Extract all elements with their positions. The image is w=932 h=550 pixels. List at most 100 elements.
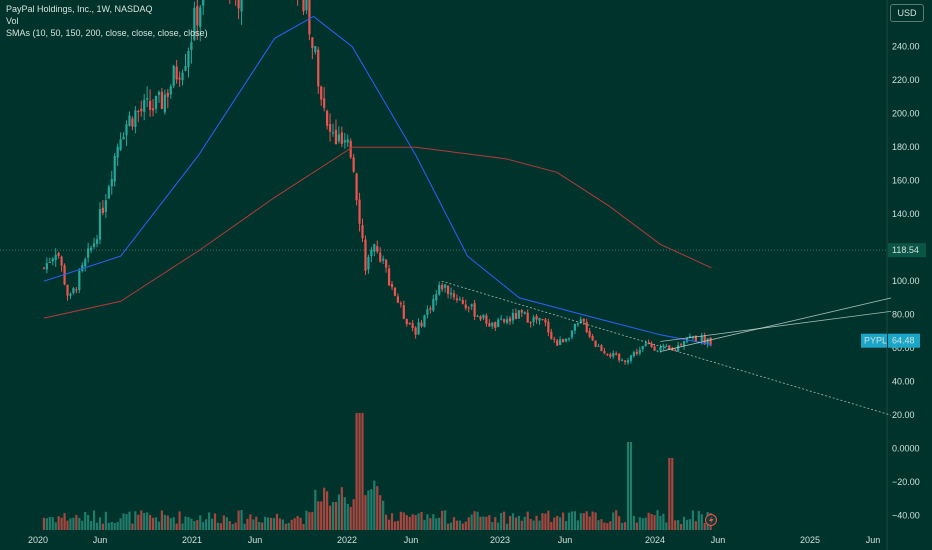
volume-bar <box>685 519 689 530</box>
candle-body <box>237 0 240 9</box>
volume-bar <box>444 510 447 530</box>
candle-body <box>393 287 397 296</box>
volume-bar <box>609 521 612 530</box>
volume-bar <box>550 521 553 530</box>
ticker-tag <box>861 333 887 348</box>
volume-bar <box>438 517 441 530</box>
volume-bar <box>328 505 332 530</box>
volume-bar <box>54 522 57 530</box>
volume-bar <box>408 516 411 530</box>
candle-body <box>635 351 638 354</box>
candle-body <box>491 322 494 327</box>
candle-body <box>644 343 647 346</box>
candle-body <box>51 258 54 262</box>
volume-bar <box>178 511 181 530</box>
volume-bar <box>66 520 69 530</box>
volume-bar <box>544 513 547 530</box>
candle-body <box>559 339 562 345</box>
candle-body <box>187 50 190 68</box>
candle-body <box>588 331 591 337</box>
volume-bar <box>379 495 382 530</box>
volume-bar <box>331 502 335 530</box>
volume-bar <box>352 499 355 530</box>
volume-bar <box>476 511 479 530</box>
volume-bar <box>113 523 116 530</box>
currency-button[interactable]: USD <box>890 4 924 22</box>
volume-bar <box>101 523 105 530</box>
volume-bar <box>600 519 603 530</box>
candle-body <box>647 342 650 345</box>
volume-bar <box>299 517 302 530</box>
candle-body <box>334 129 338 145</box>
candle-body <box>54 254 57 261</box>
volume-bar <box>414 515 417 530</box>
volume-bar <box>275 513 279 530</box>
volume-bar <box>629 442 633 530</box>
candle-body <box>482 314 485 319</box>
trendline-2 <box>660 297 892 352</box>
volume-bar <box>252 519 255 530</box>
volume-bar <box>149 514 152 530</box>
candle-body <box>146 98 149 100</box>
volume-bar <box>75 514 78 530</box>
candle-body <box>81 265 84 271</box>
candle-body <box>582 318 585 322</box>
volume-bar <box>181 523 184 530</box>
candle-body <box>494 321 497 328</box>
volume-bar <box>441 510 444 530</box>
time-tick-label: 2022 <box>337 535 357 545</box>
candle-body <box>688 336 692 338</box>
time-tick-label: 2021 <box>182 535 202 545</box>
candle-body <box>84 259 87 267</box>
candle-body <box>320 86 323 100</box>
volume-bar <box>452 517 456 530</box>
candle-body <box>458 299 461 301</box>
candle-body <box>564 338 568 342</box>
candle-body <box>87 248 90 258</box>
volume-bar <box>128 511 131 530</box>
volume-bar <box>579 513 582 530</box>
volume-bar <box>650 513 653 530</box>
volume-bar <box>606 523 609 530</box>
candle-body <box>311 37 314 49</box>
price-tick-label: −20.00 <box>892 477 920 487</box>
candle-body <box>240 0 243 12</box>
volume-bar <box>691 510 695 530</box>
volume-bar <box>358 413 361 530</box>
candle-body <box>113 155 116 182</box>
volume-bar <box>559 517 562 530</box>
volume-bar <box>615 510 618 530</box>
candle-body <box>674 349 677 351</box>
volume-bar <box>396 520 400 530</box>
candle-body <box>603 351 606 354</box>
volume-bar <box>134 511 137 530</box>
volume-bar <box>90 520 93 530</box>
volume-bar <box>494 517 497 530</box>
candle-body <box>42 267 46 269</box>
volume-bar <box>42 517 46 530</box>
candle-body <box>606 354 609 356</box>
volume-bar <box>169 518 172 530</box>
volume-bar <box>314 489 317 530</box>
volume-bar <box>382 500 385 530</box>
volume-bar <box>116 522 119 530</box>
volume-bar <box>402 512 405 530</box>
candle-body <box>629 355 633 361</box>
candle-body <box>166 92 169 97</box>
candle-body <box>562 339 565 343</box>
candle-body <box>479 316 482 320</box>
volume-bar <box>237 510 240 530</box>
candle-body <box>662 345 665 347</box>
volume-bar <box>432 514 435 530</box>
candle-body <box>154 95 158 109</box>
volume-bar <box>202 522 205 530</box>
candle-body <box>429 308 432 310</box>
candle-body <box>626 360 630 363</box>
candle-body <box>66 284 69 296</box>
volume-bar <box>163 514 166 530</box>
candle-body <box>326 110 329 126</box>
volume-bar <box>426 514 429 530</box>
volume-bar <box>143 512 146 530</box>
candle-body <box>585 322 588 333</box>
